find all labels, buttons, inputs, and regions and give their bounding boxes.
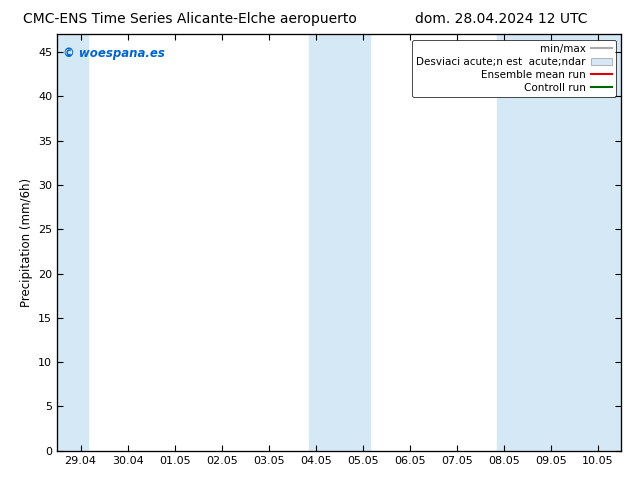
Legend: min/max, Desviaci acute;n est  acute;ndar, Ensemble mean run, Controll run: min/max, Desviaci acute;n est acute;ndar… <box>412 40 616 97</box>
Text: dom. 28.04.2024 12 UTC: dom. 28.04.2024 12 UTC <box>415 12 587 26</box>
Text: © woespana.es: © woespana.es <box>63 47 165 60</box>
Text: CMC-ENS Time Series Alicante-Elche aeropuerto: CMC-ENS Time Series Alicante-Elche aerop… <box>23 12 357 26</box>
Bar <box>339 34 370 451</box>
Y-axis label: Precipitation (mm/6h): Precipitation (mm/6h) <box>20 178 32 307</box>
Bar <box>309 34 339 451</box>
Bar <box>57 34 87 451</box>
Bar <box>496 34 527 451</box>
Bar <box>527 34 621 451</box>
